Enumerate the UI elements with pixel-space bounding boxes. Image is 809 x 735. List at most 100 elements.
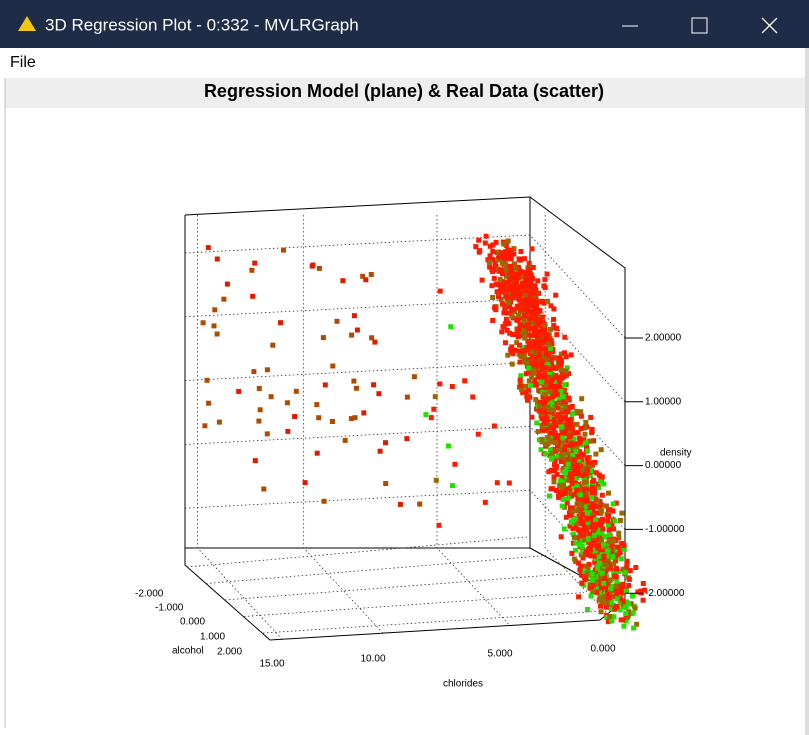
point [539,365,545,371]
point [495,257,501,263]
point [601,564,607,570]
point [604,615,610,620]
point [437,288,443,294]
point [509,344,515,350]
point [577,440,583,446]
point [634,621,640,627]
point [578,532,584,538]
point [236,388,242,394]
point [268,394,274,400]
point [545,298,551,304]
point [544,379,550,385]
point [560,403,566,409]
point [595,498,601,504]
point [525,338,531,344]
point [494,480,500,486]
x-axis-label: alcohol [172,646,204,657]
point [575,454,581,459]
point [543,441,548,447]
point [557,433,563,439]
point [530,320,536,326]
point [556,493,561,499]
point [551,407,556,413]
point [528,325,534,331]
point [599,535,605,541]
point [601,555,607,561]
point [516,297,522,302]
point [487,243,493,249]
point [547,389,553,394]
point [351,313,357,319]
point [596,597,602,603]
point [493,239,499,245]
point [571,540,576,546]
point [577,465,583,471]
point [591,541,597,547]
point [510,288,516,294]
point [538,339,543,344]
point [526,315,532,321]
point [589,524,595,530]
point [562,443,568,449]
point [614,596,620,602]
point [542,401,548,407]
point [554,471,560,477]
point [541,283,547,289]
point [522,335,528,341]
point [522,330,528,336]
point [527,294,533,300]
point [585,448,590,454]
point [562,350,567,356]
point [542,397,548,403]
point [503,293,509,299]
point [543,365,549,371]
point [525,309,530,314]
point [547,414,553,420]
point [568,433,574,439]
point [316,415,322,421]
point [513,283,519,289]
point [502,307,508,313]
point [507,330,513,336]
maximize-button[interactable] [691,17,708,34]
point [537,370,543,376]
point [577,567,583,573]
point [574,487,580,493]
point [564,409,570,415]
point [605,548,611,554]
point [431,406,437,412]
point [543,334,549,340]
point [490,257,495,262]
point [559,358,564,364]
scatter [200,233,648,631]
point [518,284,524,289]
point [590,549,596,555]
point [572,535,577,541]
menu-file[interactable]: File [10,54,36,71]
point [615,544,621,550]
point [497,254,502,260]
y-tick-label: 15.00 [259,659,284,670]
point [583,531,589,537]
point [622,604,628,610]
point [568,473,574,479]
point [448,324,454,330]
point [585,536,591,542]
point [608,586,614,592]
point [579,396,585,402]
point [604,600,610,606]
close-button[interactable] [761,17,778,34]
point [530,332,536,338]
point [533,397,539,403]
point [559,430,565,436]
point [627,568,633,574]
point [526,341,532,347]
point [594,522,600,528]
x-tick-label: -2.000 [135,589,164,600]
point [517,315,523,321]
point [526,369,532,375]
point [527,281,533,287]
point [610,583,616,589]
point [506,321,512,326]
